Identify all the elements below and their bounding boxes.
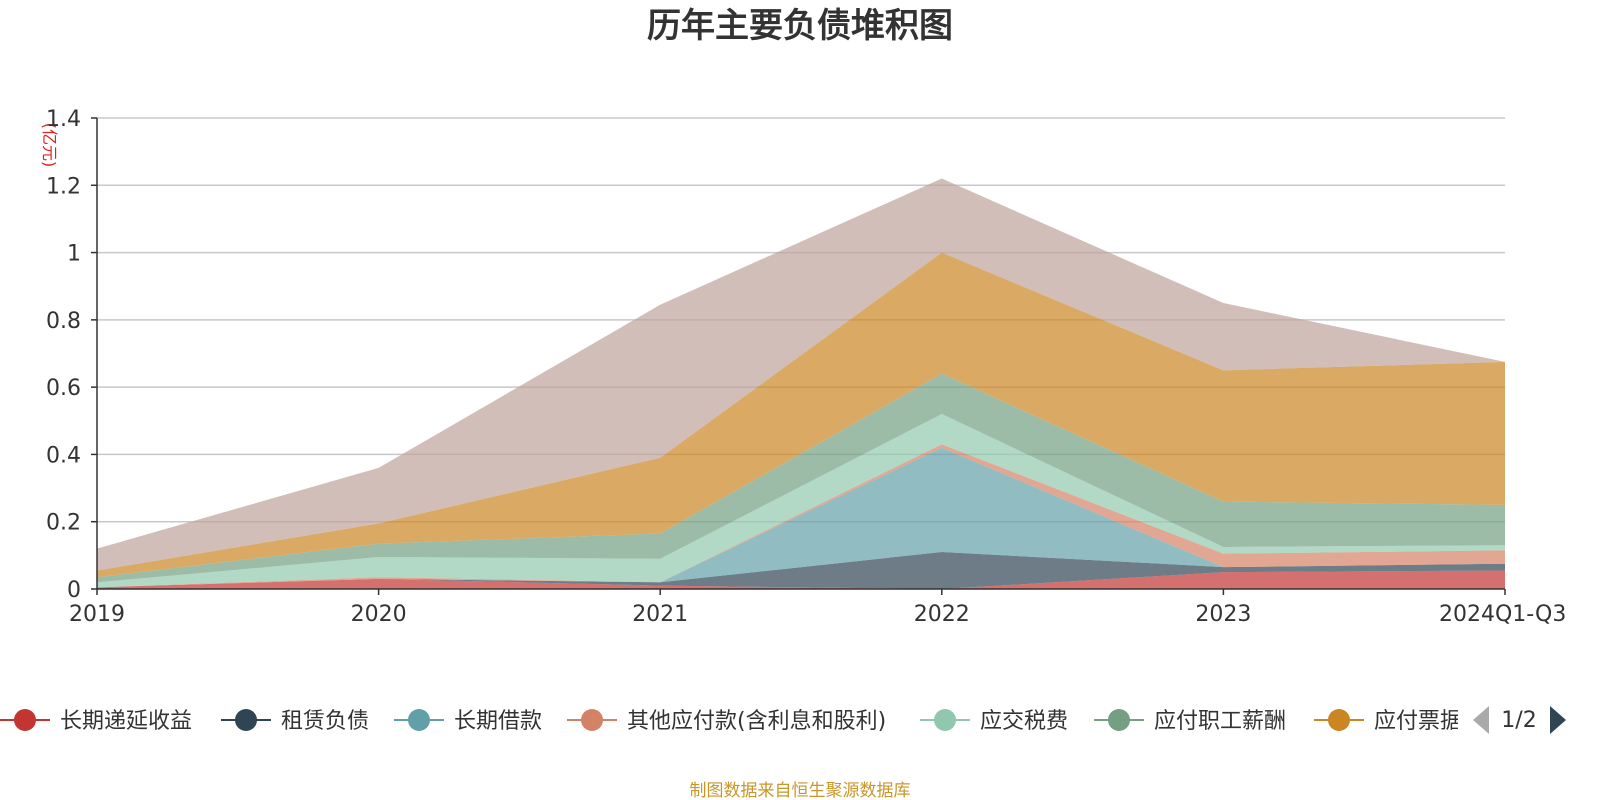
legend-item[interactable]: 租赁负债: [221, 709, 369, 734]
data-source-note: 制图数据来自恒生聚源数据库: [690, 781, 911, 800]
y-tick-label: 0: [67, 578, 81, 603]
legend-marker: [1108, 709, 1130, 731]
y-tick-label: 0.6: [46, 376, 81, 401]
legend-item[interactable]: 其他应付款(含利息和股利): [567, 709, 886, 734]
legend-item[interactable]: 应交税费: [920, 709, 1068, 734]
x-tick-label: 2019: [69, 602, 125, 627]
area-长期递延收益[interactable]: [97, 570, 1505, 589]
y-tick-label: 0.4: [46, 443, 81, 468]
area-长期借款[interactable]: [97, 447, 1505, 588]
area-series[interactable]: [97, 178, 1505, 571]
legend-page-indicator: 1/2: [1501, 708, 1536, 733]
legend-items: 长期递延收益 租赁负债 长期借款 其他应付款(含利息和股利) 应交税费 应付职工薪酬 应付票…: [0, 709, 1462, 734]
area-应交税费[interactable]: [97, 414, 1505, 588]
legend-label: 长期借款: [454, 709, 542, 734]
legend-item[interactable]: 应付票据: [1314, 709, 1462, 734]
legend-next-icon[interactable]: [1550, 706, 1566, 734]
legend-marker: [934, 709, 956, 731]
x-tick-label: 2022: [914, 602, 970, 627]
y-tick-label: 1.2: [46, 174, 81, 199]
legend-marker: [408, 709, 430, 731]
legend-label: 其他应付款(含利息和股利): [627, 709, 886, 734]
area-应付职工薪酬[interactable]: [97, 373, 1505, 583]
legend-label: 应付票据: [1374, 709, 1462, 734]
legend-label: 租赁负债: [281, 709, 369, 734]
x-tick-label: 2020: [351, 602, 407, 627]
legend-prev-icon[interactable]: [1473, 706, 1489, 734]
legend-marker: [1328, 709, 1350, 731]
area-应付票据[interactable]: [97, 252, 1505, 578]
legend-marker: [581, 709, 603, 731]
area-series: [97, 178, 1505, 589]
chart-title: 历年主要负债堆积图: [647, 6, 953, 46]
legend-item[interactable]: 应付职工薪酬: [1094, 709, 1286, 734]
y-tick-label: 1.4: [46, 107, 81, 132]
axes: 0 0.2 0.4 0.6 0.8 1 1.2 1.4 2019 2020 2021 2022 2023…: [46, 107, 1566, 627]
legend: 长期递延收益 租赁负债 长期借款 其他应付款(含利息和股利) 应交税费 应付职工薪酬 应付票…: [0, 706, 1566, 734]
y-tick-label: 1: [67, 242, 81, 267]
x-tick-label: 2021: [632, 602, 688, 627]
y-tick-label: 0.8: [46, 309, 81, 334]
y-tick-label: 0.2: [46, 511, 81, 536]
legend-marker: [235, 709, 257, 731]
legend-item[interactable]: 长期递延收益: [0, 709, 192, 734]
x-tick-label: 2023: [1195, 602, 1251, 627]
legend-item[interactable]: 长期借款: [394, 709, 542, 734]
legend-label: 长期递延收益: [60, 709, 192, 734]
legend-label: 应交税费: [980, 709, 1068, 734]
legend-marker: [14, 709, 36, 731]
legend-label: 应付职工薪酬: [1154, 709, 1286, 734]
area-租赁负债[interactable]: [97, 551, 1505, 589]
x-tick-label: 2024Q1-Q3: [1439, 602, 1566, 627]
y-axis-unit: (亿元): [40, 123, 59, 168]
